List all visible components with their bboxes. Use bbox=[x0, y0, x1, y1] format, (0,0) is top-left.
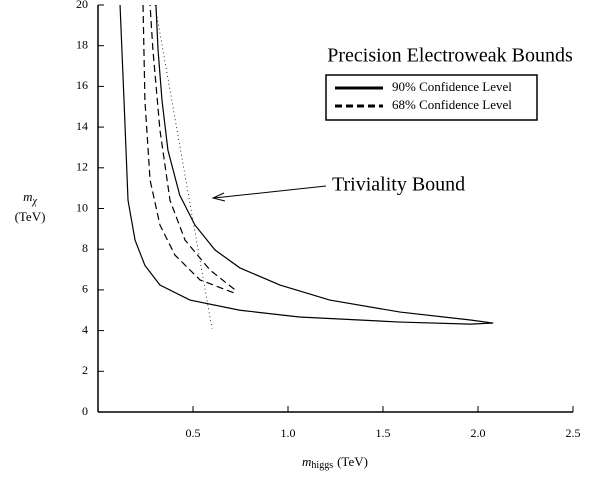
legend-box bbox=[325, 74, 538, 121]
y-tick-label: 16 bbox=[76, 78, 88, 92]
y-axis-label: mχ bbox=[23, 189, 37, 207]
series-line bbox=[119, 4, 494, 325]
legend-label: 68% Confidence Level bbox=[392, 97, 512, 112]
x-tick-label: 1.5 bbox=[376, 426, 391, 440]
y-axis-unit: (TeV) bbox=[15, 209, 46, 224]
y-tick-label: 14 bbox=[76, 119, 88, 133]
y-tick-label: 20 bbox=[76, 0, 88, 11]
y-tick-label: 0 bbox=[82, 404, 88, 418]
x-tick-label: 0.5 bbox=[186, 426, 201, 440]
x-label-subscript: higgs bbox=[311, 460, 333, 471]
y-tick-label: 2 bbox=[82, 363, 88, 377]
arrow-head bbox=[211, 192, 226, 202]
y-tick-label: 8 bbox=[82, 241, 88, 255]
x-tick-label: 1.0 bbox=[281, 426, 296, 440]
triviality-line bbox=[154, 4, 213, 329]
annotation: Triviality Bound bbox=[332, 174, 465, 196]
annotation-arrow bbox=[213, 185, 327, 199]
series-line bbox=[142, 4, 235, 294]
y-tick-label: 6 bbox=[82, 282, 88, 296]
x-label-unit: (TeV) bbox=[337, 454, 368, 469]
y-tick-label: 4 bbox=[82, 322, 88, 336]
y-tick-label: 18 bbox=[76, 37, 88, 51]
legend-label: 90% Confidence Level bbox=[392, 79, 512, 94]
x-tick-label: 2.0 bbox=[471, 426, 486, 440]
y-tick-label: 12 bbox=[76, 160, 88, 174]
y-label-symbol: m bbox=[23, 189, 32, 204]
x-axis-label: mhiggs (TeV) bbox=[302, 454, 368, 471]
chart-title: Precision Electroweak Bounds bbox=[327, 45, 573, 67]
y-tick-label: 10 bbox=[76, 200, 88, 214]
y-label-subscript: χ bbox=[31, 196, 37, 207]
x-label-symbol: m bbox=[302, 454, 311, 469]
x-tick-label: 2.5 bbox=[566, 426, 581, 440]
